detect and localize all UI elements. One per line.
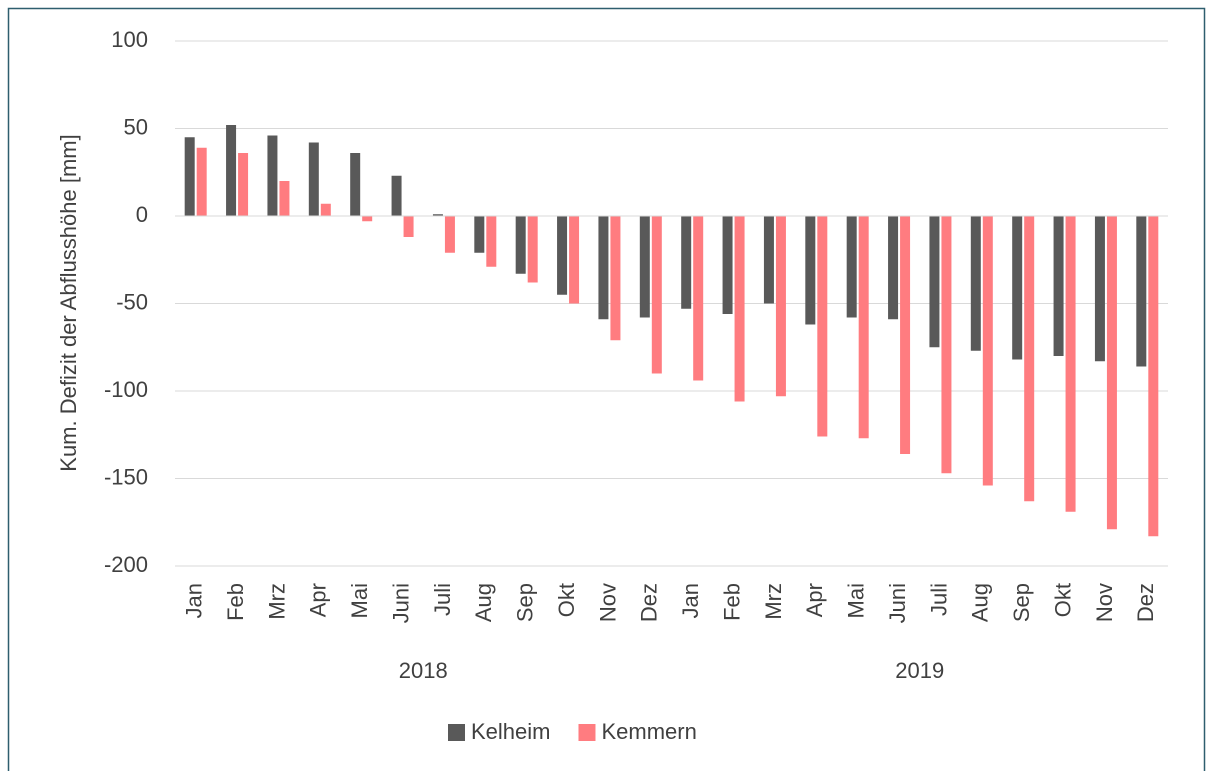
legend-label: Kelheim (471, 719, 550, 744)
bar (362, 216, 373, 222)
x-tick-label: Apr (306, 583, 331, 617)
y-tick-label: -150 (104, 464, 148, 489)
x-tick-label: Juli (430, 583, 455, 616)
bar (639, 216, 650, 318)
bar (196, 147, 207, 216)
x-tick-label: Mai (347, 583, 372, 618)
bar (610, 216, 621, 341)
bar (888, 216, 899, 320)
x-tick-label: Juli (926, 583, 951, 616)
x-tick-label: Dez (637, 583, 662, 622)
bar (982, 216, 993, 486)
x-tick-label: Feb (223, 583, 248, 621)
x-tick-label: Nov (1092, 583, 1117, 622)
bar (763, 216, 774, 304)
bar (1053, 216, 1064, 356)
bar (805, 216, 816, 325)
y-tick-label: 0 (136, 202, 148, 227)
bar (734, 216, 745, 402)
group-label: 2018 (399, 658, 448, 683)
bar (858, 216, 869, 439)
bar (1065, 216, 1076, 512)
bar (941, 216, 952, 474)
bar (226, 125, 237, 216)
x-tick-label: Jan (678, 583, 703, 618)
bar (515, 216, 526, 274)
x-tick-label: Jan (182, 583, 207, 618)
bar (1012, 216, 1023, 360)
x-tick-label: Okt (1050, 583, 1075, 617)
x-tick-label: Juni (885, 583, 910, 623)
y-tick-label: 100 (111, 27, 148, 52)
bar (557, 216, 568, 295)
x-tick-label: Feb (719, 583, 744, 621)
bar (444, 216, 455, 253)
x-tick-label: Sep (513, 583, 538, 622)
x-tick-label: Mrz (761, 583, 786, 620)
bar (184, 137, 195, 216)
x-tick-label: Juni (388, 583, 413, 623)
group-label: 2019 (895, 658, 944, 683)
y-tick-label: -50 (116, 289, 148, 314)
y-tick-label: -200 (104, 552, 148, 577)
x-tick-label: Mrz (264, 583, 289, 620)
y-axis-label: Kum. Defizit der Abflusshöhe [mm] (56, 134, 81, 471)
bar (432, 214, 443, 216)
bar (929, 216, 940, 348)
bar (846, 216, 857, 318)
x-tick-label: Okt (554, 583, 579, 617)
bar (569, 216, 580, 304)
bar (900, 216, 911, 454)
bar (308, 142, 319, 216)
bar (722, 216, 733, 314)
bar (817, 216, 828, 437)
y-tick-label: -100 (104, 377, 148, 402)
legend-swatch (448, 724, 465, 741)
bar (238, 153, 249, 216)
bar (486, 216, 497, 267)
bar (474, 216, 485, 253)
chart-frame (7, 7, 1206, 771)
bar (267, 135, 278, 216)
bar (681, 216, 692, 309)
bar (1094, 216, 1105, 362)
x-tick-label: Dez (1133, 583, 1158, 622)
x-tick-label: Aug (968, 583, 993, 622)
bar (1024, 216, 1035, 502)
bar (403, 216, 414, 237)
x-tick-label: Apr (802, 583, 827, 617)
bar (350, 153, 361, 216)
x-tick-label: Sep (1009, 583, 1034, 622)
bar (651, 216, 662, 374)
x-tick-label: Nov (595, 583, 620, 622)
x-tick-label: Aug (471, 583, 496, 622)
bar (391, 175, 402, 216)
legend-swatch (578, 724, 596, 741)
bar (1148, 216, 1159, 537)
x-tick-label: Mai (844, 583, 869, 618)
bar (693, 216, 704, 381)
bar (320, 203, 331, 216)
y-tick-label: 50 (124, 114, 148, 139)
bar (527, 216, 538, 283)
bar (598, 216, 609, 320)
bar (1136, 216, 1147, 367)
bar (970, 216, 981, 351)
bar (775, 216, 786, 397)
legend-label: Kemmern (601, 719, 696, 744)
bar (1106, 216, 1117, 530)
bar (279, 181, 290, 216)
